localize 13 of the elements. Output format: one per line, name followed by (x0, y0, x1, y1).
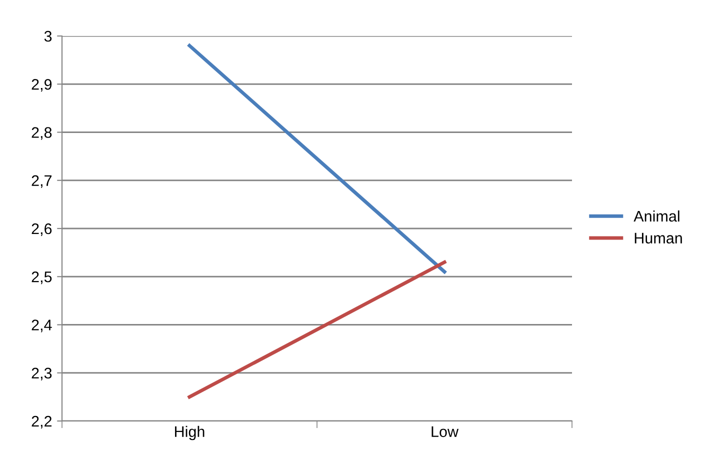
y-tick-label: 2,6 (32, 223, 52, 236)
y-tick-label: 2,8 (32, 127, 52, 140)
legend-label: Human (634, 232, 682, 244)
y-tick-label: 2,3 (32, 368, 52, 380)
y-tick-label: 2,9 (32, 78, 52, 92)
legend-label: Animal (634, 210, 680, 222)
y-tick-label: 3 (44, 30, 52, 42)
y-tick-label: 2,5 (32, 271, 52, 284)
y-tick-label: 2,4 (32, 320, 52, 332)
x-tick-label: High (175, 426, 204, 440)
y-tick-label: 2,7 (32, 175, 52, 188)
x-tick-label: Low (432, 426, 459, 438)
y-tick-label: 2,2 (32, 416, 52, 428)
